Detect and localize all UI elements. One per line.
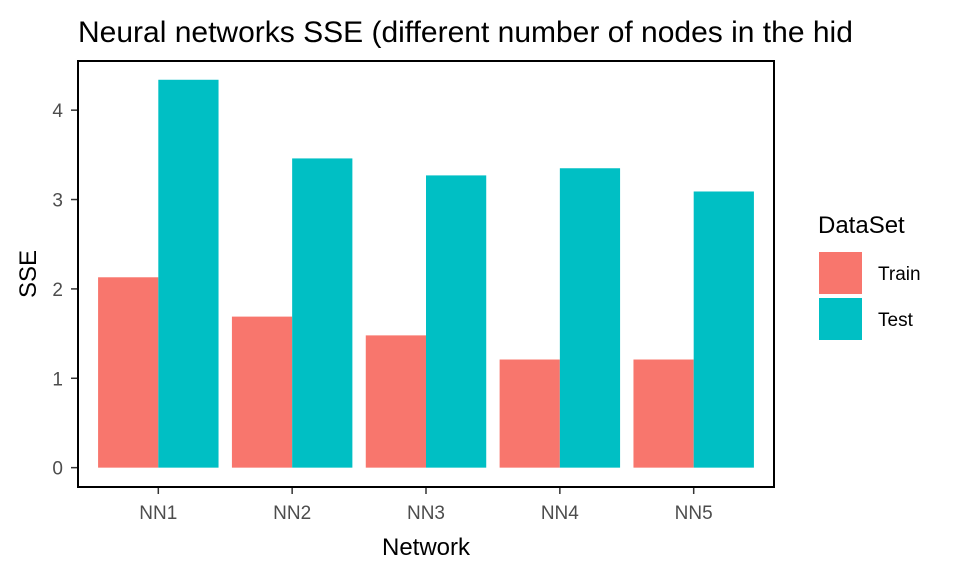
bar-train-nn2 — [231, 316, 293, 468]
x-tick-label: NN4 — [541, 503, 579, 524]
legend-key-train — [819, 252, 862, 294]
y-tick-label: 2 — [52, 280, 63, 301]
legend-title: DataSet — [818, 212, 905, 239]
plot-frame — [77, 60, 775, 488]
bars-layer — [98, 79, 754, 468]
y-tick-label: 1 — [52, 369, 63, 390]
chart-title: Neural networks SSE (different number of… — [78, 16, 853, 49]
y-tick-label: 4 — [52, 101, 63, 122]
legend-label-test: Test — [878, 310, 914, 331]
legend: DataSet Train Test — [818, 212, 921, 340]
bar-train-nn3 — [365, 335, 426, 468]
legend-key-test — [819, 298, 862, 340]
x-tick-label: NN3 — [407, 503, 445, 524]
bar-train-nn1 — [98, 277, 159, 468]
y-tick-label: 0 — [52, 459, 63, 480]
x-axis: NN1 NN2 NN3 NN4 NN5 — [139, 488, 713, 524]
bar-test-nn1 — [158, 79, 219, 468]
bar-test-nn2 — [292, 158, 353, 468]
y-tick-label: 3 — [52, 191, 63, 212]
bar-test-nn3 — [426, 175, 487, 468]
y-axis-title: SSE — [15, 250, 42, 298]
y-axis: 0 1 2 3 4 — [52, 101, 77, 480]
legend-label-train: Train — [878, 264, 921, 285]
x-tick-label: NN5 — [675, 503, 713, 524]
x-axis-title: Network — [382, 534, 471, 561]
x-tick-label: NN1 — [139, 503, 177, 524]
bar-test-nn4 — [559, 168, 621, 468]
bar-train-nn5 — [633, 359, 694, 468]
x-tick-label: NN2 — [273, 503, 311, 524]
legend-items: Train Test — [819, 252, 921, 340]
bar-test-nn5 — [693, 191, 754, 468]
bar-train-nn4 — [499, 359, 560, 468]
